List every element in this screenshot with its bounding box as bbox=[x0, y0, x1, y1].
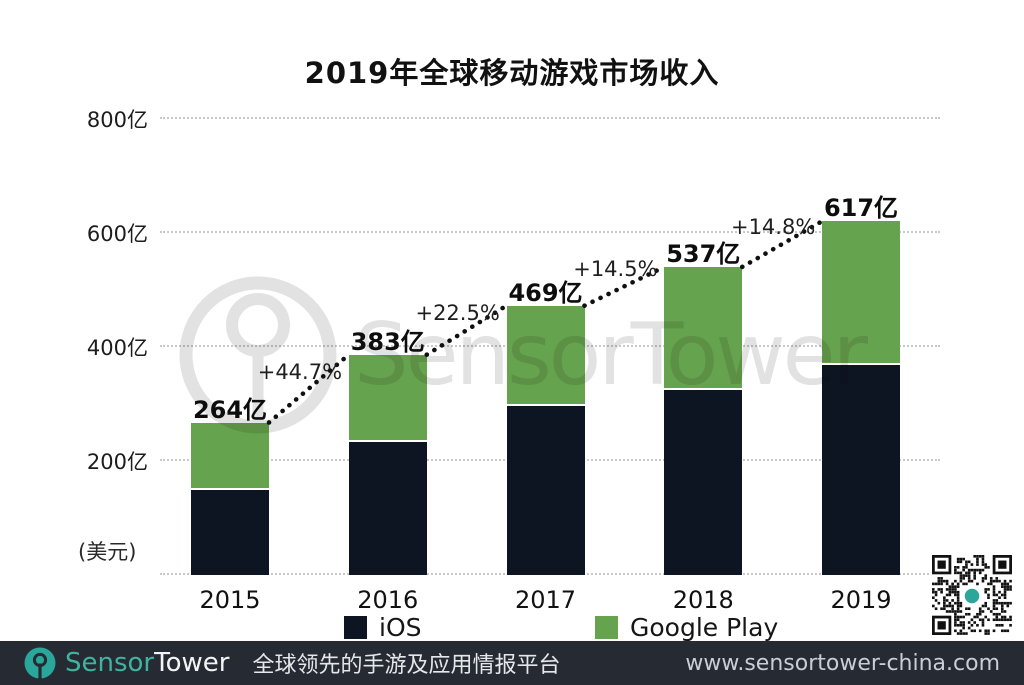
brand-sensor: Sensor bbox=[65, 648, 155, 678]
gridline bbox=[160, 117, 940, 119]
legend-item-ios: iOS bbox=[344, 613, 422, 642]
google-play-legend-label: Google Play bbox=[630, 613, 779, 642]
qr-code bbox=[929, 552, 1015, 640]
footer-bar: SensorTower 全球领先的手游及应用情报平台 www.sensortow… bbox=[0, 641, 1024, 685]
sensortower-logo-icon bbox=[24, 647, 56, 679]
bar-total-label: 383亿 bbox=[350, 327, 425, 356]
bar-total-label: 537亿 bbox=[666, 239, 741, 268]
bar-segment-google-play-2015 bbox=[191, 422, 269, 489]
brand-tower: Tower bbox=[154, 648, 230, 678]
y-tick-label: 600亿 bbox=[86, 222, 148, 246]
bar-segment-ios-2018 bbox=[664, 387, 743, 575]
bar-total-label: 617亿 bbox=[823, 194, 899, 223]
bar-segment-google-play-2018 bbox=[664, 266, 743, 388]
bar-total-label: 264亿 bbox=[192, 395, 268, 424]
y-tick-label: 800亿 bbox=[86, 108, 148, 132]
bar-segment-ios-2016 bbox=[348, 440, 427, 575]
x-axis-label-2018: 2018 bbox=[672, 586, 734, 614]
growth-label: +14.8% bbox=[730, 215, 816, 240]
x-axis-label-2016: 2016 bbox=[357, 586, 419, 614]
y-axis-unit-label: (美元) bbox=[78, 540, 137, 564]
qr-code-icon bbox=[932, 555, 1012, 635]
growth-label: +44.7% bbox=[257, 359, 343, 384]
x-axis-label-2017: 2017 bbox=[514, 586, 577, 614]
legend-item-google-play: Google Play bbox=[595, 613, 778, 642]
bar-segment-google-play-2016 bbox=[348, 354, 427, 441]
x-axis-label-2015: 2015 bbox=[199, 586, 261, 614]
x-axis-label-2019: 2019 bbox=[830, 586, 892, 614]
bar-segment-ios-2015 bbox=[191, 488, 269, 575]
y-tick-label: 200亿 bbox=[86, 450, 148, 474]
ios-legend-swatch bbox=[344, 616, 367, 639]
chart-title: 2019年全球移动游戏市场收入 bbox=[304, 56, 720, 90]
footer-brand: SensorTower 全球领先的手游及应用情报平台 bbox=[24, 647, 560, 679]
growth-label: +14.5% bbox=[573, 257, 658, 282]
bar-segment-ios-2017 bbox=[506, 404, 585, 575]
bar-segment-ios-2019 bbox=[822, 362, 900, 575]
brand-text: SensorTower bbox=[65, 648, 229, 678]
footer-website: www.sensortower-china.com bbox=[685, 650, 1000, 676]
growth-label: +22.5% bbox=[415, 301, 500, 326]
footer-tagline: 全球领先的手游及应用情报平台 bbox=[252, 653, 561, 678]
google-play-legend-swatch bbox=[595, 616, 618, 639]
y-tick-label: 400亿 bbox=[86, 336, 148, 360]
bar-segment-google-play-2017 bbox=[506, 305, 585, 405]
bar-segment-google-play-2019 bbox=[822, 221, 900, 363]
ios-legend-label: iOS bbox=[379, 613, 422, 642]
bar-total-label: 469亿 bbox=[508, 278, 583, 307]
